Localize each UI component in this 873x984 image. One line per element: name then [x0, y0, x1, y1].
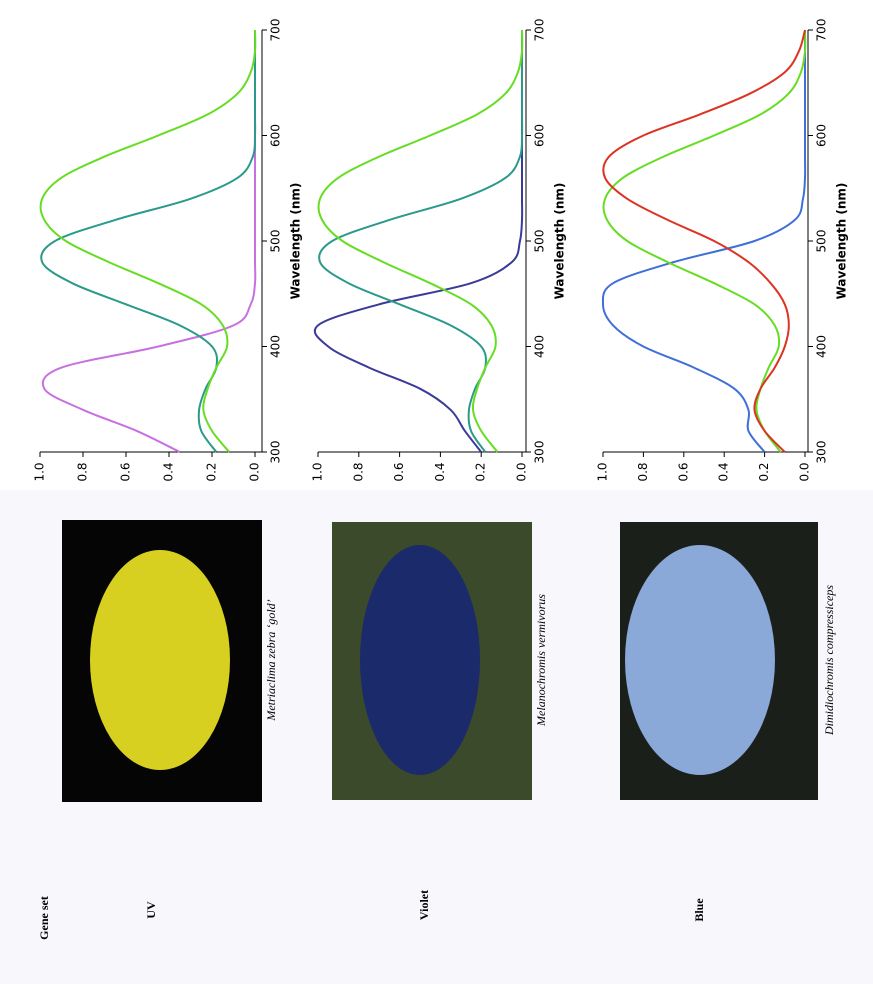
- x-axis-title: Wavelength (nm): [553, 183, 567, 300]
- x-tick-label: 500: [269, 230, 283, 253]
- x-tick-label: 600: [815, 124, 829, 147]
- x-tick-label: 500: [815, 230, 829, 253]
- y-tick-label: 0.4: [162, 462, 176, 481]
- y-tick-label: 0.4: [433, 462, 447, 481]
- x-tick-label: 300: [533, 441, 547, 464]
- y-tick-label: 0.6: [392, 462, 406, 481]
- spectrum-line: [603, 30, 805, 452]
- species-caption: Melanochromis vermivorus: [534, 594, 548, 727]
- spectrum-line: [603, 30, 805, 452]
- y-tick-label: 0.6: [676, 462, 690, 481]
- y-tick-label: 0.2: [474, 462, 488, 481]
- y-tick-label: 0.2: [205, 462, 219, 481]
- x-tick-label: 300: [815, 441, 829, 464]
- y-tick-label: 1.0: [596, 462, 610, 481]
- x-tick-label: 700: [533, 19, 547, 42]
- y-tick-label: 0.6: [119, 462, 133, 481]
- photo: [62, 520, 818, 802]
- y-tick-label: 0.4: [717, 462, 731, 481]
- x-tick-label: 400: [815, 335, 829, 358]
- y-tick-label: 1.0: [33, 462, 47, 481]
- spectrum-line: [41, 30, 256, 452]
- y-tick-label: 0.0: [248, 462, 262, 481]
- y-tick-label: 1.0: [311, 462, 325, 481]
- row-label: Blue: [692, 898, 706, 922]
- species-caption: Dimidiochromis compressiceps: [822, 585, 836, 736]
- x-tick-label: 300: [269, 441, 283, 464]
- x-tick-label: 400: [533, 335, 547, 358]
- x-tick-label: 600: [533, 124, 547, 147]
- spectrum-line: [315, 30, 522, 452]
- row-label: Violet: [417, 890, 431, 920]
- y-tick-label: 0.2: [757, 462, 771, 481]
- y-tick-label: 0.8: [76, 462, 90, 481]
- x-axis-title: Wavelength (nm): [289, 183, 303, 300]
- spectrum-line: [43, 30, 256, 452]
- y-tick-label: 0.0: [515, 462, 529, 481]
- header: Gene set: [37, 896, 51, 940]
- x-tick-label: 700: [815, 19, 829, 42]
- x-tick-label: 600: [269, 124, 283, 147]
- spectrum-line: [603, 30, 805, 452]
- x-tick-label: 500: [533, 230, 547, 253]
- spectrum-line: [41, 30, 255, 452]
- y-tick-label: 0.8: [351, 462, 365, 481]
- species-caption: Metriaclima zebra ‘gold’: [264, 599, 278, 721]
- row-label: UV: [144, 901, 158, 919]
- x-tick-label: 700: [269, 19, 283, 42]
- figure: Gene set UV Metriaclima zebra ‘gold’ Viole…: [0, 0, 873, 984]
- x-tick-label: 400: [269, 335, 283, 358]
- y-tick-label: 0.0: [798, 462, 812, 481]
- x-axis-title: Wavelength (nm): [835, 183, 849, 300]
- y-tick-label: 0.8: [636, 462, 650, 481]
